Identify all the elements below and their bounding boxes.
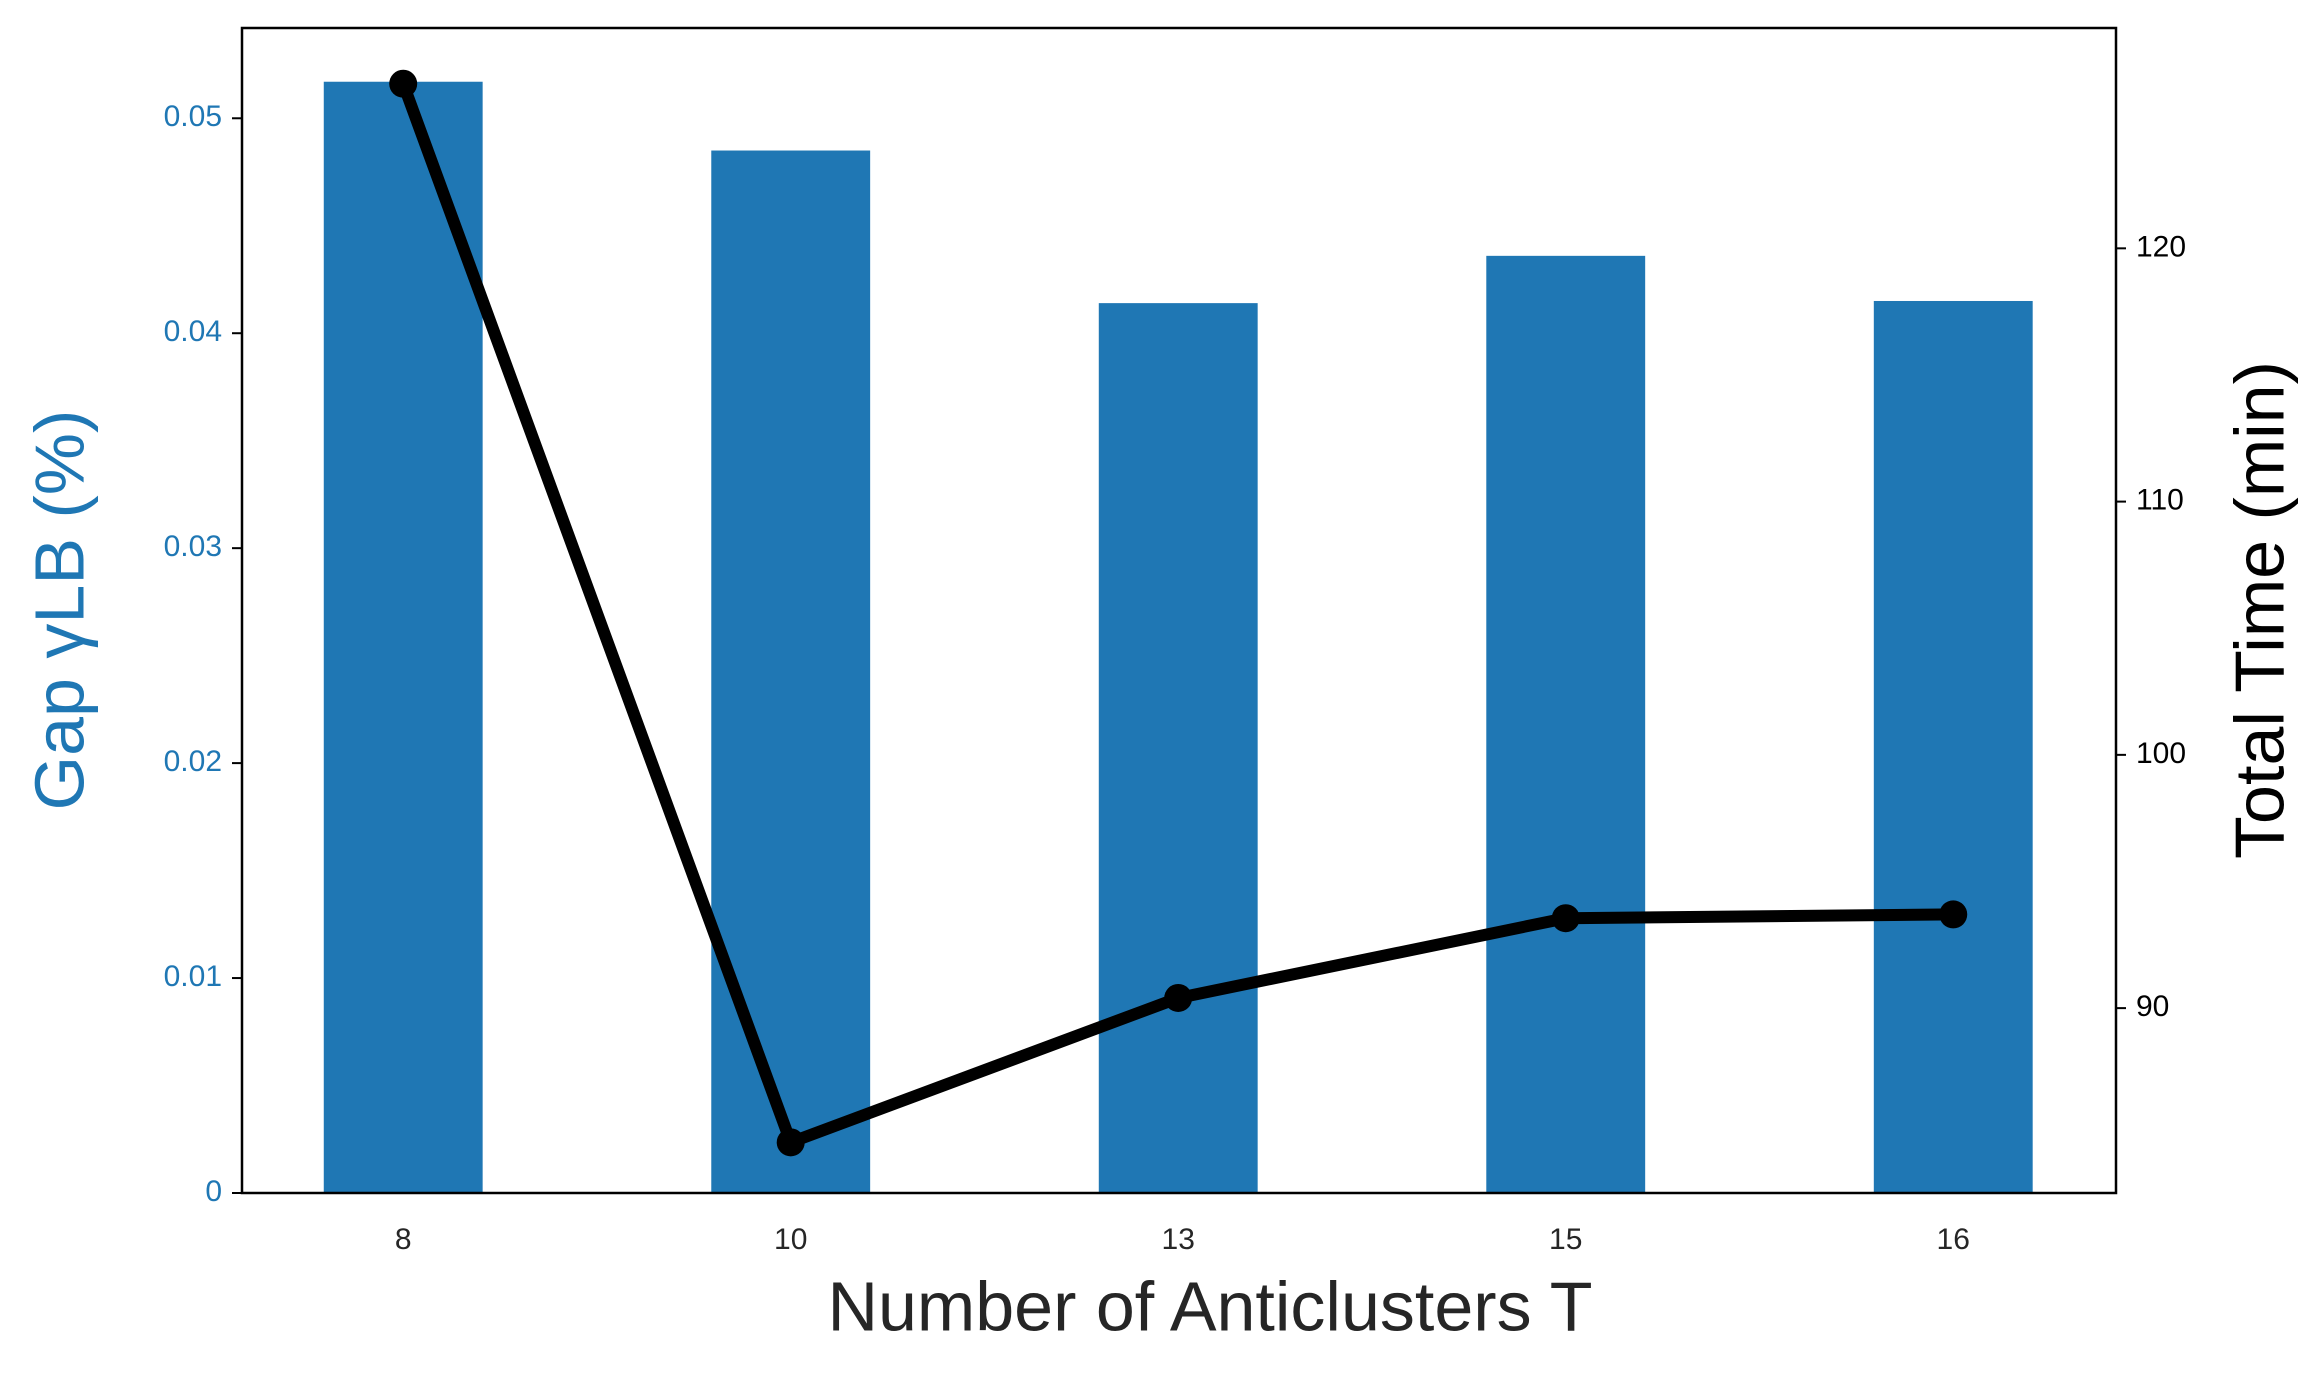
y2-axis-label: Total Time (min) (2220, 361, 2298, 859)
bar (711, 150, 871, 1194)
y2-tick-label: 110 (2136, 484, 2184, 517)
y-tick-label: 0.02 (164, 745, 222, 778)
y-tick-label: 0.05 (164, 100, 222, 133)
y-tick-label: 0.03 (164, 530, 222, 563)
bar (1873, 300, 2033, 1193)
bar (323, 81, 483, 1193)
y-tick-label: 0.01 (164, 960, 222, 993)
point (389, 69, 418, 98)
y2-tick-label: 100 (2136, 737, 2186, 770)
point (1164, 983, 1193, 1012)
x-axis-label: Number of Anticlusters T (827, 1267, 1592, 1345)
x-tick-label: 16 (1937, 1223, 1970, 1256)
y-tick-label: 0.04 (164, 315, 222, 348)
x-tick-label: 13 (1162, 1223, 1195, 1256)
x-tick-label: 10 (774, 1223, 807, 1256)
x-tick-label: 15 (1549, 1223, 1582, 1256)
point (1551, 904, 1580, 933)
plot-frame (240, 26, 2118, 1195)
bar (1486, 255, 1646, 1194)
point (1939, 900, 1968, 929)
y2-tick-label: 90 (2136, 990, 2169, 1023)
bar (1098, 303, 1258, 1193)
x-tick-label: 8 (395, 1223, 412, 1256)
point (776, 1128, 805, 1157)
y2-tick-label: 120 (2136, 230, 2186, 263)
y-axis-label: Gap γLB (%) (20, 410, 98, 811)
y-tick-label: 0 (205, 1175, 222, 1208)
